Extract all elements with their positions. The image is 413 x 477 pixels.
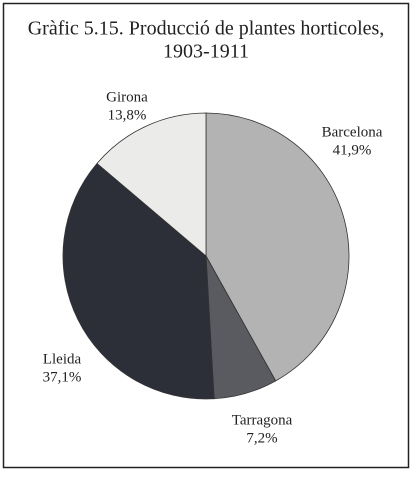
pie-slice [205,112,350,382]
slice-label: Barcelona [322,124,383,140]
value-label: 41,9% [333,142,372,158]
value-label: 37,1% [43,369,82,385]
chart-title: Gràfic 5.15. Producció de plantes hortic… [28,18,385,40]
slice-label: Lleida [43,351,82,367]
slice-label: Girona [106,89,148,105]
pie-slice [96,112,207,257]
value-label: 13,8% [108,107,147,123]
chart-title: 1903-1911 [163,41,249,63]
value-label: 7,2% [246,430,277,446]
pie-slice [62,162,215,400]
slice-label: Tarragona [232,412,293,428]
